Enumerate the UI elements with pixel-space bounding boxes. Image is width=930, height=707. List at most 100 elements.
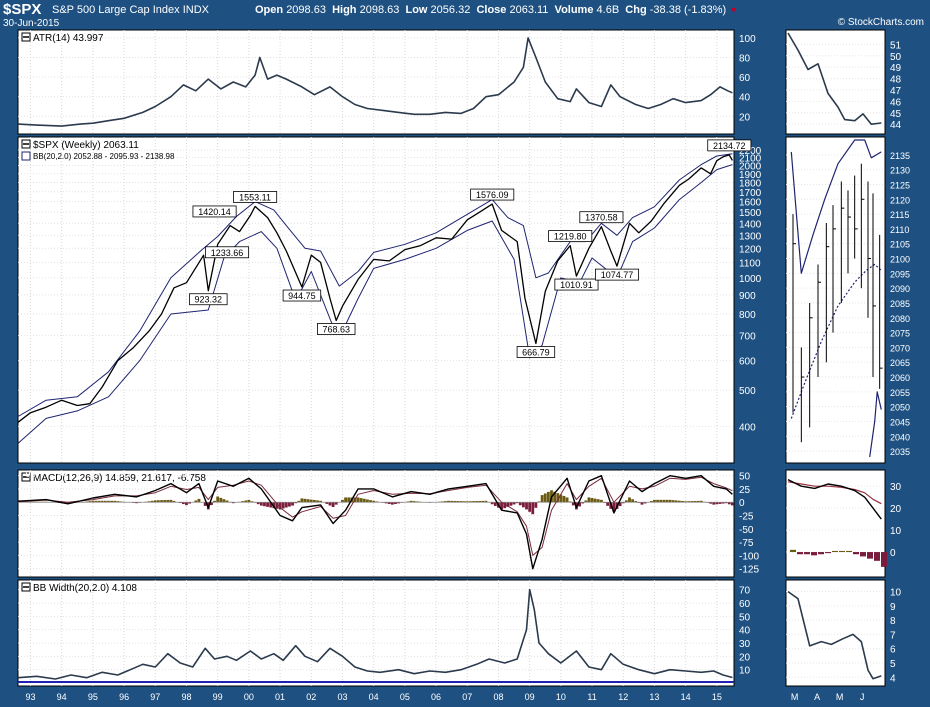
bb-upper-band [17,153,733,417]
macd-histogram-bar [284,502,288,508]
close-label: Close [476,4,507,16]
macd-histogram-bar [581,502,585,504]
zoom-y-tick-label: 2095 [890,269,910,279]
macd-histogram-bar [397,502,401,504]
annotation-label: 1370.58 [585,213,618,223]
x-tick-label: 12 [618,469,628,479]
macd-zoom-area [785,469,886,578]
zoom-y-tick-label: 8 [890,616,896,627]
zoom-price-bar [825,222,830,363]
x-tick-label: 02 [306,692,316,702]
y-tick-label: 900 [739,291,756,302]
annotation-box [548,230,593,243]
y-tick-label: 1400 [739,219,762,230]
y-tick-label: 70 [739,586,751,597]
macd-histogram-bar [724,502,728,504]
x-tick-label: 00 [244,692,254,702]
macd-histogram-bar [640,502,644,505]
macd-histogram-bar [366,499,369,503]
macd-histogram-bar [453,500,457,503]
macd-histogram-bar [628,497,631,503]
macd-histogram-bar [359,498,363,503]
macd-histogram-bar [509,502,513,506]
macd-histogram-bar [525,502,528,510]
zoom-price-bar [832,205,836,333]
zoom-y-tick-label: 30 [890,482,902,493]
macd-histogram-bar [447,500,450,503]
macd-histogram-bar [256,502,260,505]
macd-histogram-bar [543,493,547,503]
annotation-label: 1420.14 [198,207,231,217]
low-label: Low [405,4,428,16]
zoom-y-tick-label: 2130 [890,166,910,176]
macd-histogram-bar [522,502,525,508]
zoom-histogram-bar [881,552,887,567]
atr-line [17,37,733,127]
symbol: $SPX [3,1,42,18]
legend-text: BB Width(20,2.0) 4.108 [33,583,137,594]
zoom-x-tick-label: M [836,469,844,479]
macd-histogram-bar [390,502,394,505]
zoom-price-bar [840,181,845,303]
macd-histogram-bar [309,499,313,503]
x-tick-label: 12 [618,692,628,702]
macd-histogram-bar [456,501,460,503]
zoom-histogram-bar [853,552,859,555]
zoom-histogram-bar [860,552,866,557]
macd-histogram-bar [690,501,694,503]
macd-histogram-bar [275,502,279,509]
x-tick-label: 98 [181,692,191,702]
zoom-price-bar [800,347,805,443]
zoom-x-tick-label: J [860,692,865,702]
macd-histogram-bar [531,502,535,515]
price-annotation: 768.63 [317,323,356,335]
zoom-bb-upper [790,139,882,274]
macd-histogram-bar [606,502,610,506]
zoom-y-tick-label: 2070 [890,343,910,353]
open-label: Open [255,4,284,16]
macd-histogram-bar [244,500,248,503]
zoom-y-tick-label: 48 [890,75,902,86]
macd-histogram-bar [684,501,688,503]
macd-histogram-bar [294,502,298,504]
annotation-label: 768.63 [322,324,350,334]
zoom-y-tick-label: 2065 [890,358,910,368]
macd-histogram-bar [172,500,176,503]
macd-histogram-bar [372,500,376,503]
atr-legend: ATR(14) 43.997 [21,32,104,44]
zoom-y-tick-label: 4 [890,673,896,684]
zoom-price-bar [879,234,883,389]
annotation-box [516,346,556,358]
x-tick-label: 95 [88,469,98,479]
macd-histogram-bar [216,496,220,503]
macd-histogram-bar [231,502,235,504]
macd-histogram-bar [107,500,110,503]
macd-histogram-bar [166,499,170,503]
macd-histogram-bar [241,501,245,503]
macd-histogram-bar [91,500,95,503]
macd-histogram-bar [281,502,285,509]
macd-histogram-bar [328,502,332,506]
macd-histogram-bar [306,499,310,503]
macd-histogram-bar [584,500,588,503]
annotation-box [317,323,356,335]
macd-histogram-bar [272,502,276,509]
bb-legend-swatch [21,151,31,161]
y-tick-label: -50 [739,525,754,536]
x-tick-label: 10 [556,692,566,702]
macd-histogram-bar [250,501,254,503]
macd-histogram-bar [546,491,550,503]
zoom-y-tick-label: 2115 [890,210,909,220]
zoom-price-bar [854,175,858,259]
macd-histogram-bar [634,501,638,503]
macd-histogram-bar [384,502,388,504]
macd-histogram-bar [362,498,366,503]
macd-histogram-bar [210,502,213,506]
macd-histogram-bar [693,500,697,503]
macd-histogram-bar [534,502,538,508]
macd-histogram-bar [490,502,494,505]
symbol-description: S&P 500 Large Cap Index INDX [52,4,209,16]
y-tick-label: -25 [739,512,754,523]
annotation-label: 1233.66 [211,248,244,258]
chg-label: Chg [625,4,647,16]
